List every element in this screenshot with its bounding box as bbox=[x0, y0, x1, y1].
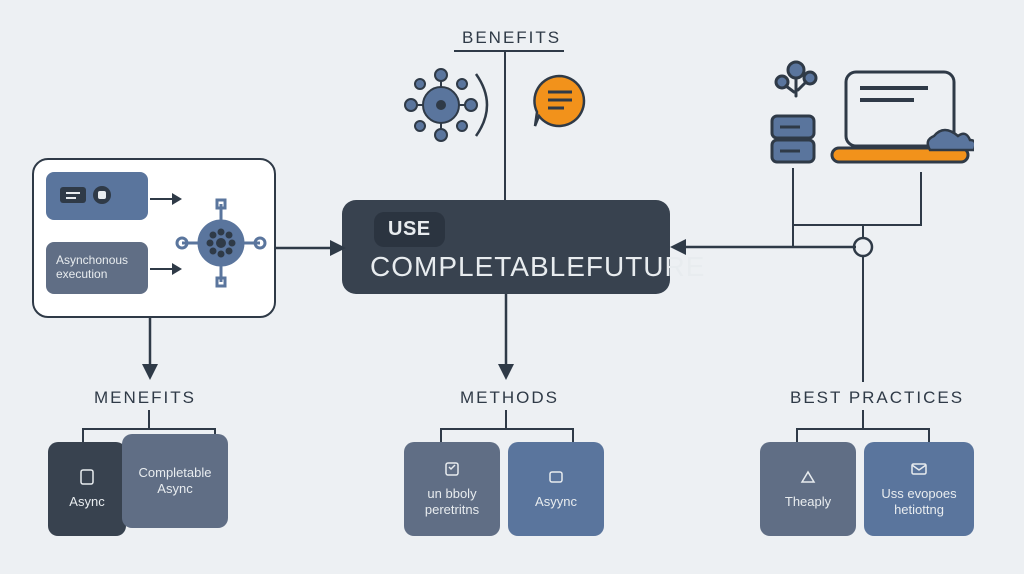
card-completable-async: Completable Async bbox=[122, 434, 228, 528]
card-methods-2: Asyync bbox=[508, 442, 604, 536]
card-methods-1: un bboly peretritns bbox=[404, 442, 500, 536]
gear-icon bbox=[402, 66, 480, 144]
methods-label: METHODS bbox=[460, 388, 559, 408]
benefits-label: BENEFITS bbox=[462, 28, 561, 48]
t-mr-h bbox=[796, 428, 930, 430]
arrow-center-down bbox=[496, 294, 516, 380]
t-mm-l bbox=[440, 428, 442, 442]
center-node: USE COMPLETABLEFUTURE bbox=[342, 200, 670, 294]
connector-top bbox=[504, 50, 506, 200]
t-ml-l bbox=[82, 428, 84, 442]
arrow-left-to-center bbox=[276, 238, 346, 258]
best-practices-label: BEST PRACTICES bbox=[790, 388, 964, 408]
card-best-2: Uss evopoes hetiottng bbox=[864, 442, 974, 536]
center-title: COMPLETABLEFUTURE bbox=[370, 251, 705, 283]
t-mr-v bbox=[862, 410, 864, 428]
card-label: Theaply bbox=[785, 494, 831, 510]
use-badge: USE bbox=[374, 212, 445, 247]
arrow-right-to-center bbox=[670, 237, 856, 257]
arrow-leftbox-down bbox=[140, 318, 160, 380]
server-icon bbox=[766, 112, 820, 170]
card-label: Asyync bbox=[535, 494, 577, 510]
laptop-icon bbox=[824, 66, 974, 176]
left-box: Asynchonous execution bbox=[32, 158, 276, 318]
t-mm-r bbox=[572, 428, 574, 442]
conn-right-v2 bbox=[920, 172, 922, 226]
card-label: Completable Async bbox=[130, 465, 220, 496]
t-mr-r bbox=[928, 428, 930, 442]
card-label: un bboly peretritns bbox=[412, 486, 492, 517]
menefits-label: MENEFITS bbox=[94, 388, 196, 408]
connector-top-bar bbox=[454, 50, 564, 52]
t-ml-h bbox=[82, 428, 216, 430]
card-label: Async bbox=[69, 494, 104, 510]
card-best-1: Theaply bbox=[760, 442, 856, 536]
t-ml-v bbox=[148, 410, 150, 428]
card-label: Uss evopoes hetiottng bbox=[872, 486, 966, 517]
t-mm-v bbox=[505, 410, 507, 428]
conn-right-v1 bbox=[792, 168, 794, 246]
conn-right-v4 bbox=[862, 256, 864, 382]
left-chip-async: Asynchonous execution bbox=[46, 242, 148, 294]
card-async: Async bbox=[48, 442, 126, 536]
cloud-branch-icon bbox=[772, 56, 820, 112]
left-chip-top bbox=[46, 172, 148, 220]
left-chip-async-label: Asynchonous execution bbox=[56, 254, 138, 282]
arc-icon bbox=[472, 70, 502, 140]
hub-icon bbox=[174, 196, 268, 290]
speech-icon bbox=[530, 72, 588, 130]
t-mm-h bbox=[440, 428, 574, 430]
conn-right-h1 bbox=[792, 224, 922, 226]
t-mr-l bbox=[796, 428, 798, 442]
